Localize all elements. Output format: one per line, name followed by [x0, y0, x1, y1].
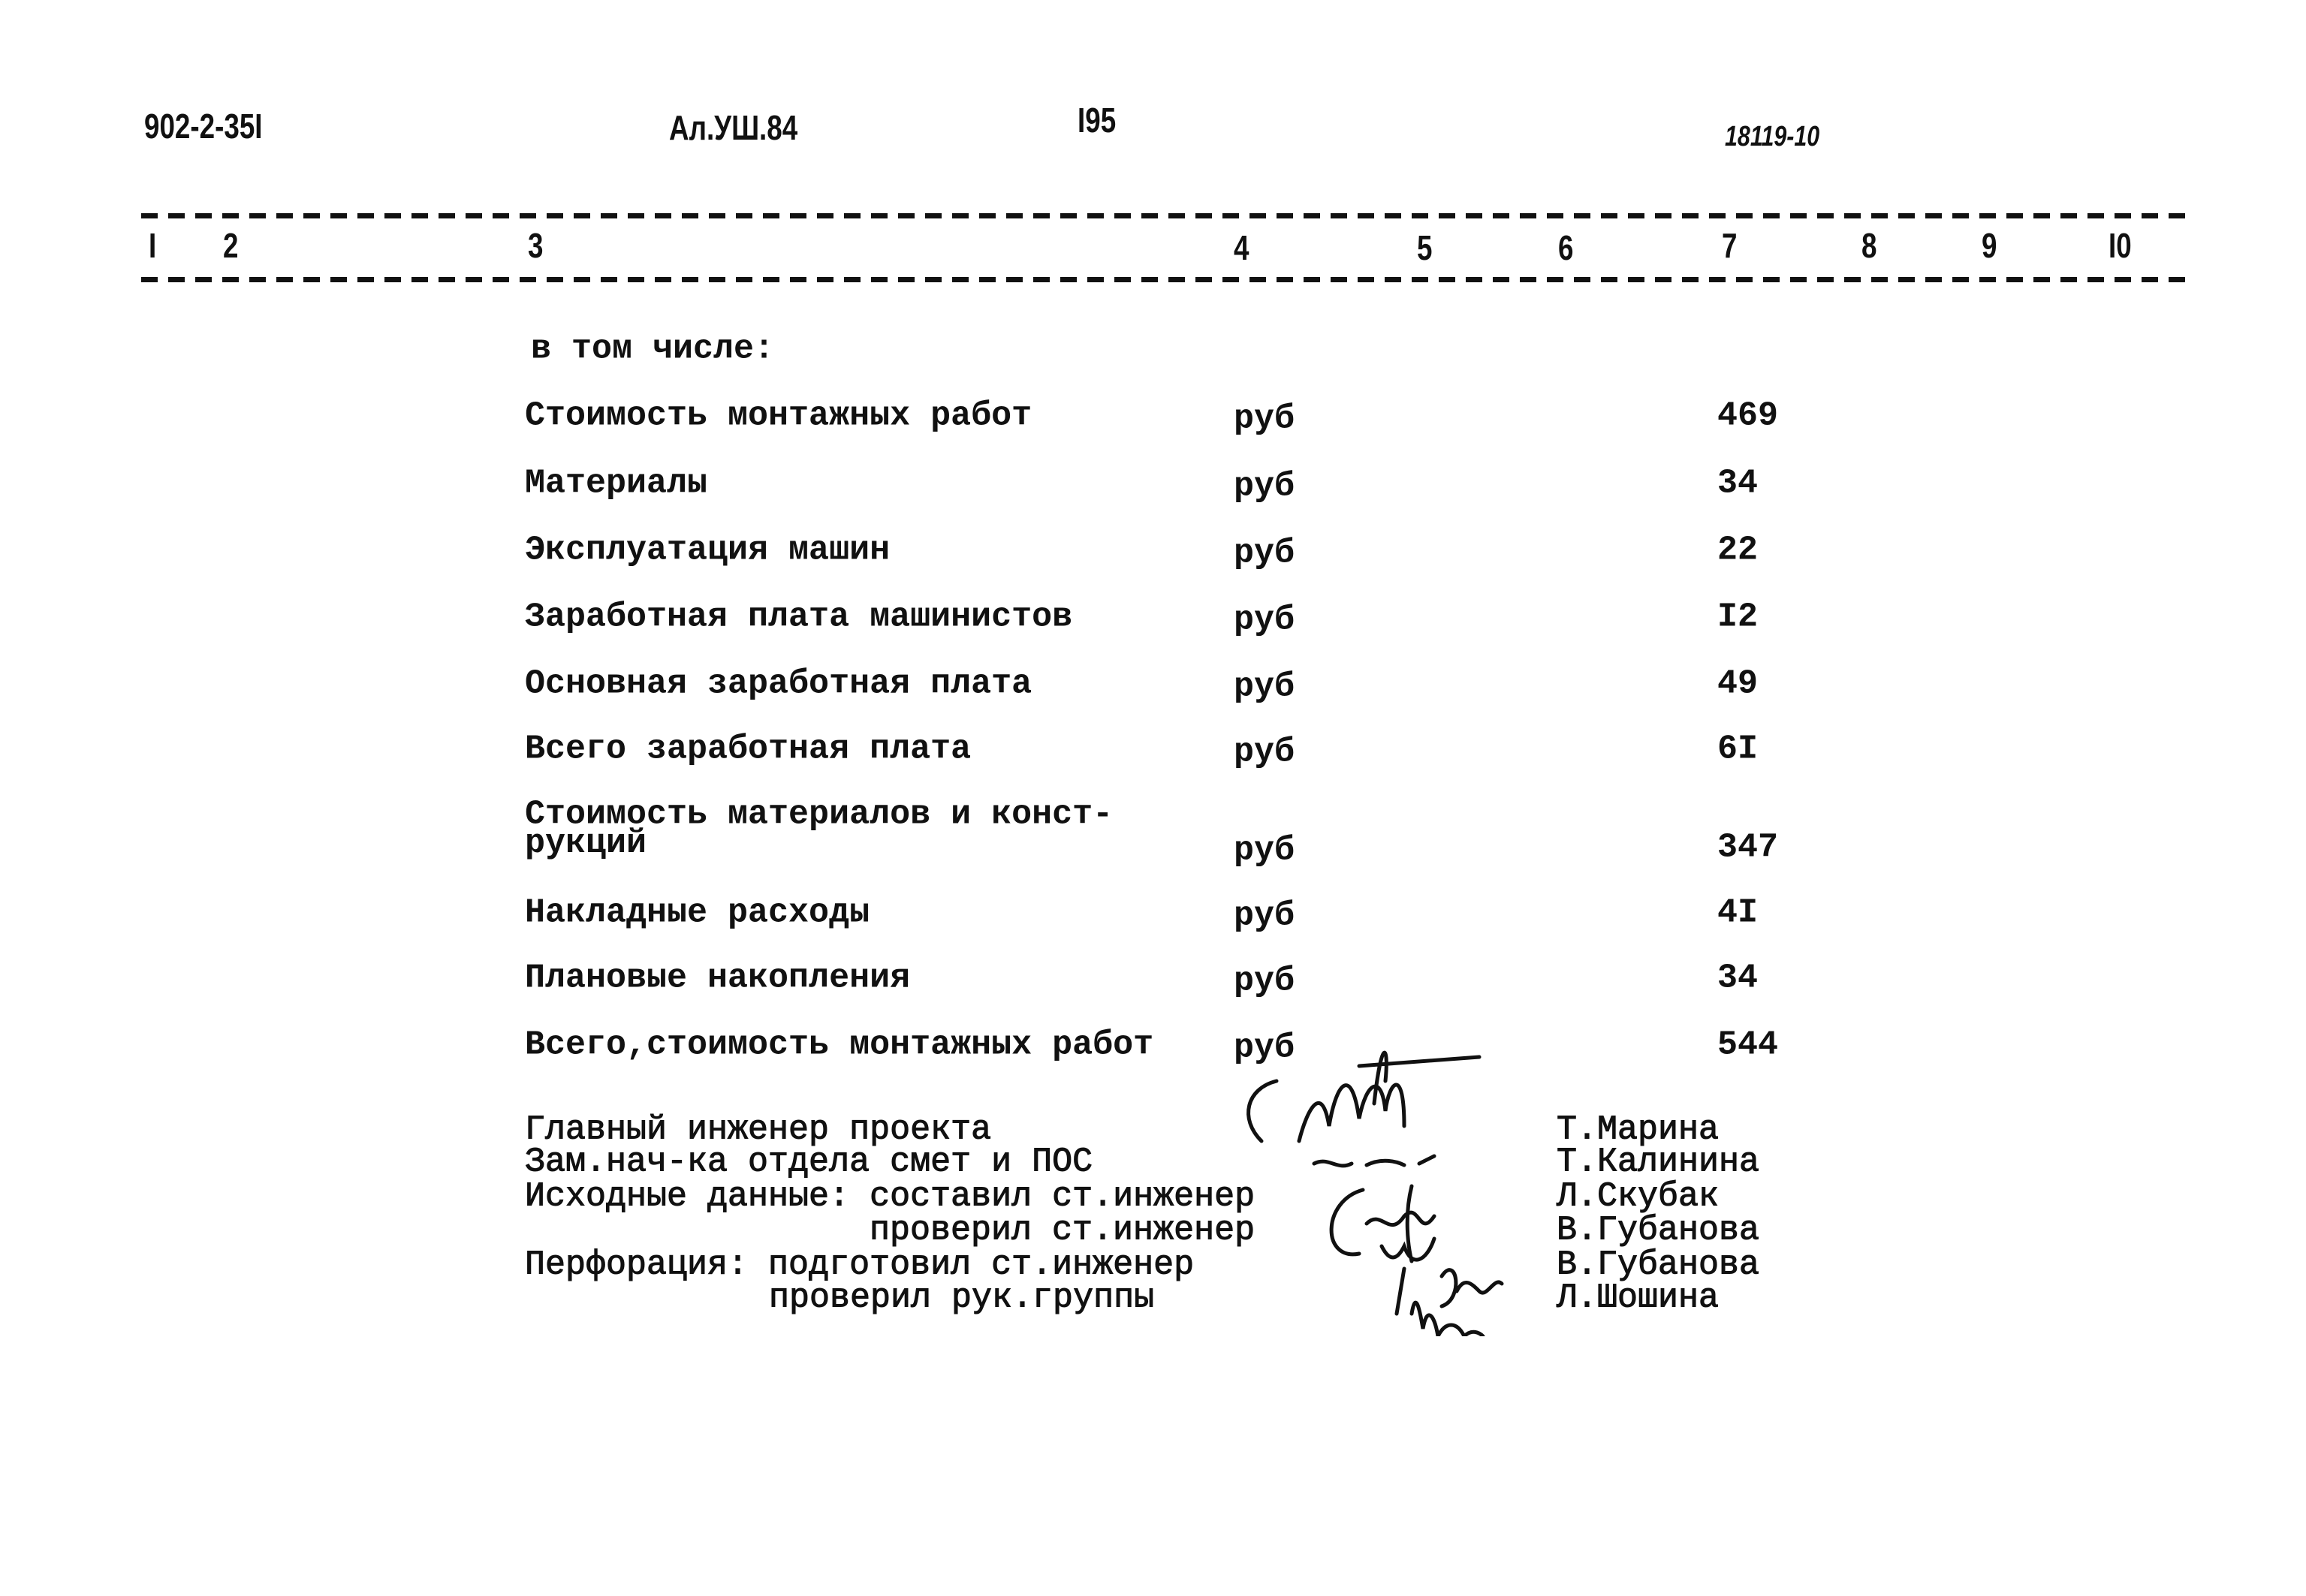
row-value: 49	[1717, 664, 1759, 703]
row-label: Стоимость материалов и конст-	[525, 795, 1114, 834]
column-number: I	[149, 226, 157, 265]
table-header-rule	[141, 277, 2189, 282]
signatory-role: проверил рук.группы	[768, 1278, 1155, 1317]
signatory-name: В.Губанова	[1556, 1245, 1760, 1284]
column-number: 5	[1417, 228, 1433, 267]
row-label: Плановые накопления	[525, 959, 911, 998]
reference-number: 18119-10	[1725, 121, 1820, 152]
signatory-name: В.Губанова	[1556, 1211, 1760, 1250]
row-value: 22	[1717, 531, 1759, 570]
row-unit: руб	[1234, 831, 1295, 870]
row-label: Заработная плата машинистов	[525, 598, 1073, 637]
row-label: Материалы	[525, 464, 708, 503]
row-value: 34	[1717, 959, 1759, 998]
row-label-continued: рукций	[525, 824, 647, 863]
column-number: 7	[1722, 226, 1738, 265]
row-unit: руб	[1234, 601, 1295, 640]
row-value: 347	[1717, 828, 1779, 867]
page-number: I95	[1078, 101, 1117, 140]
signatory-name: Т.Марина	[1556, 1110, 1720, 1149]
album-number: Ал.УШ.84	[669, 108, 798, 147]
row-value: 6I	[1717, 730, 1759, 769]
row-unit: руб	[1234, 962, 1295, 1001]
intro-text: в том числе:	[531, 330, 775, 369]
row-value: 4I	[1717, 893, 1759, 932]
row-unit: руб	[1234, 667, 1295, 706]
signatory-role: Перфорация: подготовил ст.инженер	[524, 1245, 1195, 1284]
signatory-name: Л.Шошина	[1556, 1278, 1720, 1317]
row-label: Накладные расходы	[525, 893, 870, 932]
signatory-role: Главный инженер проекта	[524, 1110, 992, 1149]
row-unit: руб	[1234, 467, 1295, 506]
signatory-name: Л.Скубак	[1556, 1177, 1720, 1216]
row-label: Стоимость монтажных работ	[525, 396, 1032, 435]
column-number: 8	[1861, 226, 1877, 265]
signatory-role: Исходные данные: составил ст.инженер	[524, 1177, 1255, 1216]
row-unit: руб	[1234, 1028, 1295, 1068]
signatory-name: Т.Калинина	[1556, 1143, 1760, 1182]
row-unit: руб	[1234, 733, 1295, 772]
table-top-rule	[141, 213, 2189, 218]
row-value: 544	[1717, 1025, 1779, 1065]
row-unit: руб	[1234, 896, 1295, 935]
signatory-role: проверил ст.инженер	[869, 1211, 1255, 1250]
column-number: 3	[528, 226, 544, 265]
row-value: 34	[1717, 464, 1759, 503]
column-number: I0	[2109, 226, 2132, 265]
signatory-role: Зам.нач-ка отдела смет и ПОС	[524, 1143, 1093, 1182]
row-unit: руб	[1234, 534, 1295, 573]
column-number: 2	[223, 226, 239, 265]
row-label: Эксплуатация машин	[525, 531, 891, 570]
handwritten-signatures	[1246, 1050, 1504, 1336]
column-number: 9	[1982, 226, 1997, 265]
row-value: 469	[1717, 396, 1779, 435]
row-label: Всего заработная плата	[525, 730, 972, 769]
column-number: 6	[1558, 228, 1574, 267]
document-code: 902-2-35I	[144, 107, 263, 146]
row-label: Основная заработная плата	[525, 664, 1032, 703]
column-number: 4	[1234, 228, 1249, 267]
row-value: I2	[1717, 598, 1759, 637]
row-unit: руб	[1234, 399, 1295, 438]
row-label: Всего,стоимость монтажных работ	[525, 1025, 1154, 1065]
